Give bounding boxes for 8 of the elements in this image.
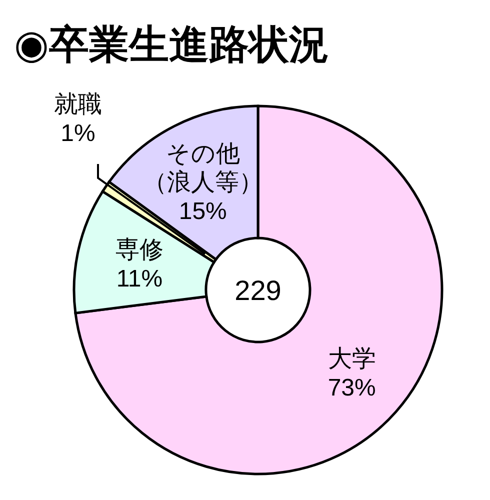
data-label: 11% xyxy=(116,265,163,292)
chart-title: ◉卒業生進路状況 xyxy=(14,23,329,67)
data-label: 1% xyxy=(60,120,96,147)
text: 229 xyxy=(234,275,282,306)
slice-label: 就職 xyxy=(54,91,102,118)
data-label: 73% xyxy=(328,374,376,402)
slice-label: その他（浪人等） xyxy=(142,140,263,196)
slice-label: 大学 xyxy=(328,346,376,373)
